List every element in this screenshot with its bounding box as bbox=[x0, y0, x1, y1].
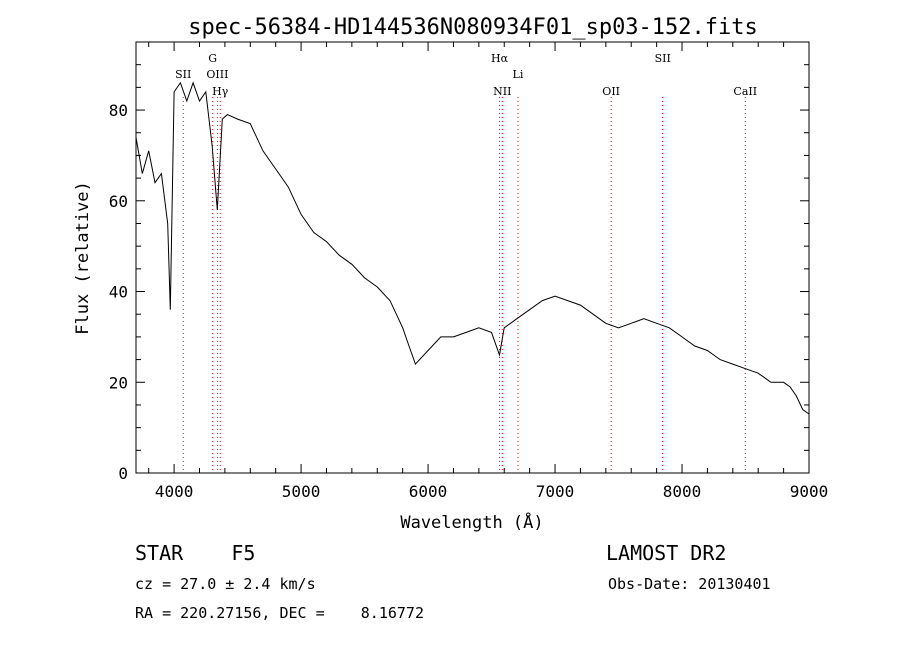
x-axis-ticks: 4000 5000 6000 7000 8000 9000 bbox=[148, 42, 829, 501]
line-marker-label: G bbox=[208, 52, 217, 65]
plot-frame bbox=[135, 41, 810, 474]
x-tick-label: 7000 bbox=[536, 482, 575, 501]
y-tick-label: 0 bbox=[118, 464, 128, 483]
ra-dec-coordinates: RA = 220.27156, DEC = 8.16772 bbox=[135, 604, 424, 622]
line-marker-label: OII bbox=[602, 85, 620, 98]
survey-label: LAMOST DR2 bbox=[606, 541, 727, 565]
x-tick-label: 4000 bbox=[155, 482, 194, 501]
y-tick-label: 20 bbox=[109, 373, 128, 392]
line-marker-label: OIII bbox=[206, 68, 228, 81]
x-tick-label: 5000 bbox=[282, 482, 321, 501]
x-tick-label: 8000 bbox=[663, 482, 702, 501]
y-axis-label: Flux (relative) bbox=[73, 181, 93, 335]
line-marker-label: SII bbox=[655, 52, 671, 65]
line-marker-label: Hα bbox=[491, 52, 509, 65]
x-tick-label: 9000 bbox=[790, 482, 829, 501]
spectrum-series-line bbox=[135, 81, 810, 415]
line-marker-label: SII bbox=[175, 68, 191, 81]
x-tick-label: 6000 bbox=[409, 482, 448, 501]
line-marker-label: Li bbox=[513, 68, 524, 81]
y-axis-ticks: 0 20 40 60 80 bbox=[109, 41, 809, 483]
line-marker-label: Hγ bbox=[212, 85, 229, 98]
redshift-cz: cz = 27.0 ± 2.4 km/s bbox=[135, 575, 316, 593]
observation-date: Obs-Date: 20130401 bbox=[608, 575, 771, 593]
x-axis-label: Wavelength (Å) bbox=[400, 511, 543, 533]
line-marker-label: CaII bbox=[733, 85, 757, 98]
line-marker-label: NII bbox=[493, 85, 511, 98]
y-tick-label: 40 bbox=[109, 283, 128, 302]
object-class: STAR F5 bbox=[135, 541, 256, 565]
y-tick-label: 80 bbox=[109, 101, 128, 120]
y-tick-label: 60 bbox=[109, 192, 128, 211]
chart-title: spec-56384-HD144536N080934F01_sp03-152.f… bbox=[188, 15, 758, 40]
